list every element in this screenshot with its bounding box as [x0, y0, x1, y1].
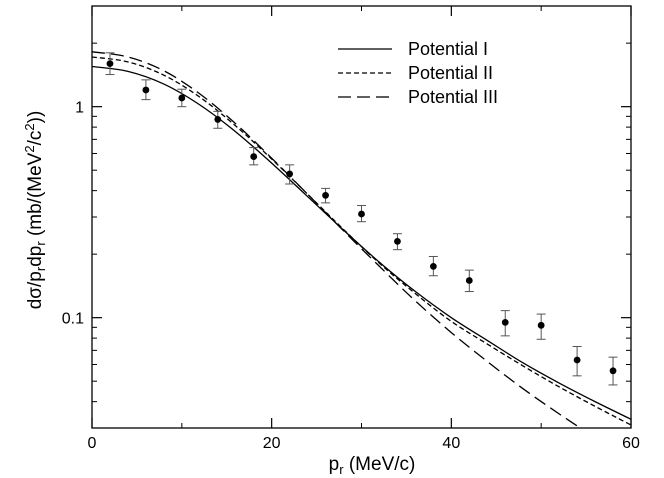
data-point [322, 191, 329, 199]
x-tick-label: 20 [263, 435, 281, 452]
data-points [105, 52, 618, 386]
data-point [537, 321, 545, 329]
series-layer [92, 51, 631, 428]
legend: Potential I Potential II Potential III [338, 39, 498, 107]
legend-entry-label: Potential III [408, 87, 498, 107]
y-tick-label: 1 [75, 100, 84, 117]
data-point [106, 60, 114, 68]
series-line-1 [92, 65, 631, 420]
data-point [609, 367, 617, 375]
series-line-2 [92, 56, 631, 426]
x-axis-label: pr (MeV/c) [329, 454, 416, 477]
data-point [214, 116, 222, 123]
x-tick-label: 60 [622, 435, 640, 452]
legend-entry-label: Potential I [408, 39, 488, 59]
series-line-3 [92, 51, 582, 428]
data-point [286, 170, 294, 178]
data-point [429, 262, 437, 270]
ticks-layer: 0 20 40 60 0.1 1 [62, 5, 640, 452]
data-point [358, 210, 365, 218]
data-point [394, 237, 401, 245]
y-tick-label: 0.1 [62, 311, 84, 328]
data-point [250, 153, 258, 160]
x-tick-label: 0 [88, 435, 97, 452]
data-point [465, 277, 473, 284]
x-tick-label: 40 [442, 435, 460, 452]
data-point [501, 318, 509, 326]
data-point [142, 86, 150, 94]
data-point [178, 94, 186, 102]
y-axis-label: dσ/prdpr (mb/(MeV2/c2)) [22, 111, 48, 310]
legend-entry-label: Potential II [408, 63, 493, 83]
data-point [573, 356, 581, 364]
